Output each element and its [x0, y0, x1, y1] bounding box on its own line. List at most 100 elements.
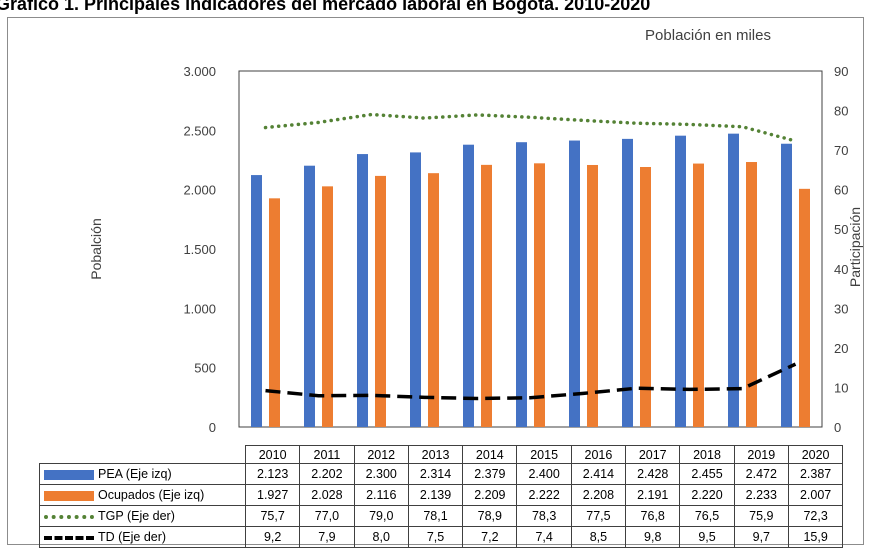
- bar-ocupados: [534, 163, 545, 427]
- legend-entry: TD (Eje der): [98, 530, 167, 544]
- category-label: 2011: [299, 445, 355, 464]
- y2-tick-label: 80: [834, 104, 848, 119]
- chart-subtitle: Población en miles: [645, 27, 771, 44]
- y2-tick-label: 90: [834, 64, 848, 79]
- bar-ocupados: [428, 173, 439, 427]
- data-value: 9,8: [625, 526, 681, 548]
- table-row: Ocupados (Eje izq) 1.927 2.028 2.116 2.139 2.…: [39, 484, 844, 506]
- data-value: 79,0: [353, 505, 409, 527]
- legend-key: [44, 535, 94, 540]
- bar-ocupados: [322, 186, 333, 427]
- data-value: 76,8: [625, 505, 681, 527]
- category-label: 2017: [625, 445, 681, 464]
- data-value: 7,4: [516, 526, 572, 548]
- y2-tick-label: 40: [834, 262, 848, 277]
- data-value: 77,0: [299, 505, 355, 527]
- data-value: 7,9: [299, 526, 355, 548]
- data-value: 78,3: [516, 505, 572, 527]
- category-label: 2019: [733, 445, 789, 464]
- category-label: 2015: [516, 445, 572, 464]
- data-value: 8,5: [570, 526, 627, 548]
- category-label: 2016: [570, 445, 627, 464]
- bar-pea: [463, 144, 474, 427]
- data-value: 2.208: [570, 484, 627, 506]
- combo-chart: Población en miles05001.0001.5002.0002.5…: [88, 27, 863, 435]
- category-label: 2014: [462, 445, 518, 464]
- plot-area: [238, 70, 823, 428]
- y2-tick-label: 70: [834, 143, 848, 158]
- bar-pea: [569, 140, 580, 427]
- y2-tick-label: 60: [834, 183, 848, 198]
- data-value: 2.472: [733, 463, 789, 485]
- y-tick-label: 2.500: [183, 123, 216, 138]
- bar-pea: [516, 142, 527, 427]
- bar-ocupados: [481, 164, 492, 427]
- data-value: 2.116: [353, 484, 409, 506]
- data-value: 15,9: [787, 526, 844, 548]
- y2-tick-label: 50: [834, 222, 848, 237]
- data-value: 9,7: [733, 526, 789, 548]
- data-value: 2.400: [516, 463, 572, 485]
- data-value: 9,5: [679, 526, 735, 548]
- legend-entry: Ocupados (Eje izq): [98, 488, 205, 502]
- bar-pea: [251, 175, 262, 427]
- data-value: 72,3: [787, 505, 844, 527]
- bar-pea: [781, 143, 792, 427]
- chart-title: Gráfico 1. Principales indicadores del m…: [0, 0, 651, 14]
- data-value: 7,2: [462, 526, 518, 548]
- y-tick-label: 500: [194, 361, 216, 376]
- data-value: 2.300: [353, 463, 409, 485]
- bar-ocupados: [693, 163, 704, 427]
- data-value: 7,5: [407, 526, 464, 548]
- legend-key: [44, 469, 94, 480]
- bar-ocupados: [799, 188, 810, 427]
- bar-pea: [728, 133, 739, 427]
- data-value: 2.455: [679, 463, 735, 485]
- data-value: 2.379: [462, 463, 518, 485]
- bar-ocupados: [375, 175, 386, 427]
- legend-entry: PEA (Eje izq): [98, 467, 172, 481]
- bar-pea: [357, 154, 368, 428]
- y2-tick-label: 0: [834, 420, 841, 435]
- y-tick-label: 0: [209, 420, 216, 435]
- data-value: 2.202: [299, 463, 355, 485]
- data-value: 2.209: [462, 484, 518, 506]
- y-tick-label: 1.000: [183, 301, 216, 316]
- data-value: 2.314: [407, 463, 464, 485]
- data-value: 75,9: [733, 505, 789, 527]
- data-value: 2.220: [679, 484, 735, 506]
- data-value: 8,0: [353, 526, 409, 548]
- data-value: 78,1: [407, 505, 464, 527]
- legend-entry: TGP (Eje der): [98, 509, 175, 523]
- data-value: 2.191: [625, 484, 681, 506]
- bar-pea: [675, 135, 686, 427]
- table-row: TD (Eje der) 9,2 7,9 8,0 7,5 7,2 7,4 8,5 9,8 9,5 9…: [39, 526, 844, 548]
- bar-ocupados: [746, 162, 757, 427]
- data-value: 77,5: [570, 505, 627, 527]
- y2-tick-label: 10: [834, 380, 848, 395]
- data-value: 2.428: [625, 463, 681, 485]
- data-value: 76,5: [679, 505, 735, 527]
- table-row: TGP (Eje der) 75,7 77,0 79,0 78,1 78,9 78,3 77,…: [39, 505, 844, 527]
- data-value: 75,7: [244, 505, 301, 527]
- line-tgp: [263, 112, 798, 143]
- y-tick-label: 1.500: [183, 242, 216, 257]
- chart-frame: Población en miles 0 500 1.000 1.500 2.000 2.5…: [7, 17, 864, 548]
- y2-axis-title: Participación: [847, 207, 863, 287]
- y2-tick-label: 30: [834, 301, 848, 316]
- bar-pea: [622, 138, 633, 428]
- bar-ocupados: [269, 198, 280, 427]
- y-tick-label: 2.000: [183, 183, 216, 198]
- data-value: 9,2: [244, 526, 301, 548]
- data-value: 2.387: [787, 463, 844, 485]
- bar-pea: [304, 165, 315, 428]
- data-value: 2.028: [299, 484, 355, 506]
- category-label: 2013: [407, 445, 464, 464]
- category-label: 2020: [787, 445, 844, 464]
- bar-pea: [410, 152, 421, 427]
- data-value: 2.222: [516, 484, 572, 506]
- category-label: 2018: [679, 445, 735, 464]
- data-value: 2.123: [244, 463, 301, 485]
- data-value: 2.007: [787, 484, 844, 506]
- data-value: 2.233: [733, 484, 789, 506]
